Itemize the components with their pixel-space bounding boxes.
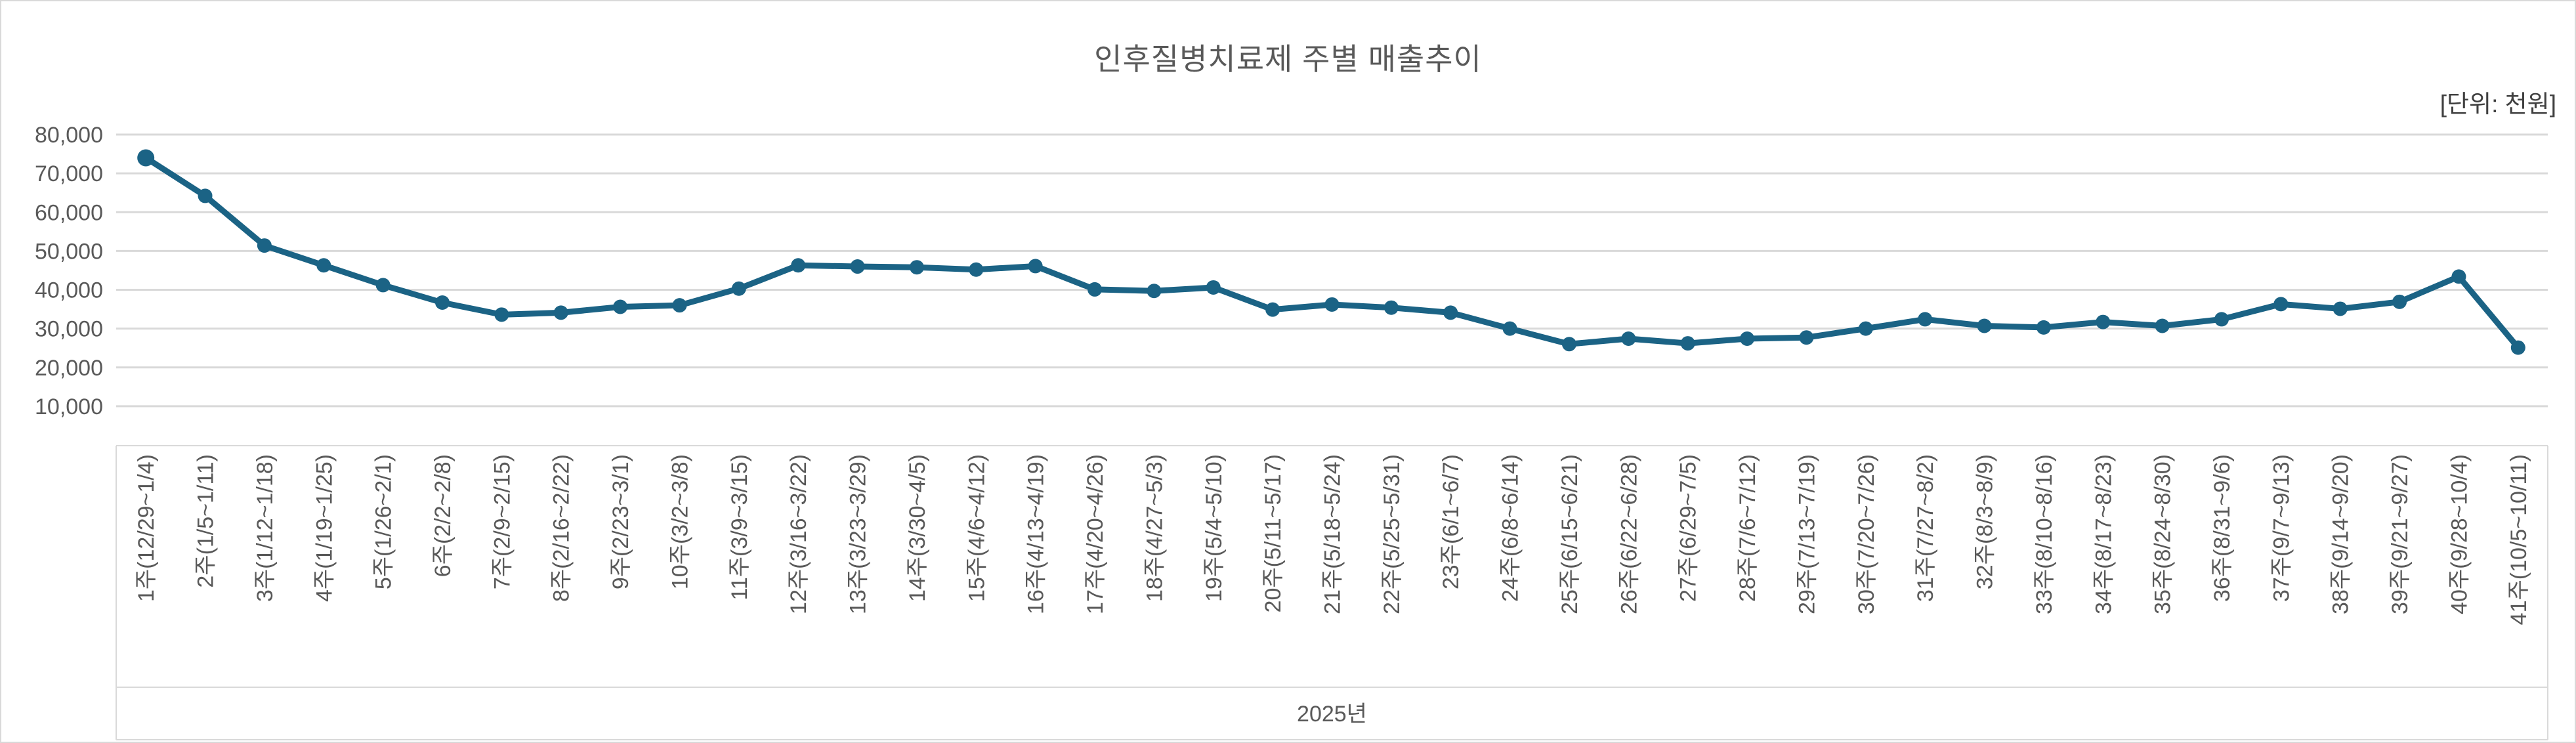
x-tick-label: 9주(2/23~3/1)	[608, 454, 633, 589]
y-tick-label: 50,000	[35, 239, 103, 264]
x-tick-label: 34주(8/17~8/23)	[2091, 454, 2116, 614]
x-tick-label: 28주(7/6~7/12)	[1735, 454, 1760, 602]
x-tick-label: 39주(9/21~9/27)	[2388, 454, 2413, 614]
data-point	[2036, 320, 2051, 335]
data-point	[731, 281, 746, 296]
data-point	[1977, 318, 1992, 333]
x-tick-label: 19주(5/4~5/10)	[1202, 454, 1227, 602]
x-tick-label: 6주(2/2~2/8)	[431, 454, 455, 577]
data-point	[2510, 340, 2525, 355]
x-tick-label: 3주(1/12~1/18)	[253, 454, 278, 602]
x-tick-label: 11주(3/9~3/15)	[727, 454, 752, 601]
x-tick-label: 18주(4/27~5/3)	[1142, 454, 1167, 602]
data-point	[672, 298, 687, 313]
data-point	[1265, 302, 1280, 317]
y-tick-label: 80,000	[35, 123, 103, 148]
x-tick-label: 4주(1/19~1/25)	[312, 454, 337, 602]
x-tick-label: 7주(2/9~2/15)	[490, 454, 515, 589]
data-point	[553, 305, 568, 320]
data-point	[257, 238, 272, 253]
data-point	[1858, 321, 1873, 336]
x-tick-label: 17주(4/20~4/26)	[1083, 454, 1108, 614]
x-tick-label: 30주(7/20~7/26)	[1854, 454, 1879, 614]
x-tick-label: 2주(1/5~1/11)	[194, 454, 219, 588]
x-tick-label: 32주(8/3~8/9)	[1973, 454, 1998, 589]
y-tick-label: 70,000	[35, 161, 103, 186]
data-point	[435, 295, 450, 310]
data-point	[969, 262, 984, 277]
x-tick-label: 41주(10/5~10/11)	[2506, 454, 2531, 625]
data-point	[2214, 312, 2229, 327]
y-tick-label: 40,000	[35, 278, 103, 303]
data-point	[1502, 321, 1517, 336]
data-point	[2273, 297, 2289, 312]
data-point	[1324, 297, 1340, 312]
x-tick-label: 22주(5/25~5/31)	[1380, 454, 1404, 614]
x-tick-label: 36주(8/31~9/6)	[2210, 454, 2235, 602]
x-tick-label: 25주(6/15~6/21)	[1557, 454, 1582, 614]
y-tick-label: 60,000	[35, 200, 103, 225]
x-tick-label: 40주(9/28~10/4)	[2447, 454, 2472, 614]
y-tick-label: 20,000	[35, 356, 103, 381]
data-point	[1918, 312, 1933, 327]
x-tick-label: 15주(4/6~4/12)	[964, 454, 989, 602]
x-tick-label: 33주(8/10~8/16)	[2032, 454, 2057, 614]
data-point	[2333, 301, 2348, 316]
x-tick-label: 26주(6/22~6/28)	[1616, 454, 1641, 614]
data-point	[850, 259, 865, 274]
x-tick-label: 37주(9/7~9/13)	[2269, 454, 2294, 602]
data-point	[909, 260, 924, 275]
data-point	[2451, 269, 2466, 284]
x-tick-label: 29주(7/13~7/19)	[1794, 454, 1819, 614]
x-tick-label: 8주(2/16~2/22)	[549, 454, 574, 602]
data-point	[791, 258, 806, 273]
x-tick-label: 5주(1/26~2/1)	[371, 454, 396, 589]
data-point	[1383, 300, 1399, 315]
data-point	[316, 258, 331, 273]
data-point	[137, 149, 155, 167]
data-point	[1799, 330, 1814, 345]
unit-label: [단위: 천원]	[2439, 91, 2556, 117]
y-tick-label: 30,000	[35, 317, 103, 342]
y-tick-label: 10,000	[35, 394, 103, 419]
x-axis-year-label: 2025년	[1297, 702, 1367, 727]
x-tick-label: 35주(8/24~8/30)	[2151, 454, 2176, 614]
data-point	[1740, 331, 1755, 346]
x-tick-label: 1주(12/29~1/4)	[134, 454, 159, 602]
data-point	[1621, 331, 1636, 346]
data-point	[1147, 284, 1162, 299]
data-point	[494, 307, 509, 322]
x-tick-label: 23주(6/1~6/7)	[1439, 454, 1464, 589]
x-tick-label: 16주(4/13~4/19)	[1024, 454, 1049, 614]
x-tick-label: 24주(6/8~6/14)	[1498, 454, 1523, 602]
x-tick-label: 21주(5/18~5/24)	[1320, 454, 1345, 614]
x-tick-label: 12주(3/16~3/22)	[786, 454, 811, 614]
data-point	[375, 278, 391, 293]
x-tick-label: 13주(3/23~3/29)	[846, 454, 871, 614]
data-point	[2392, 294, 2407, 309]
data-point	[1087, 282, 1103, 297]
x-tick-label: 27주(6/29~7/5)	[1676, 454, 1701, 602]
x-tick-label: 20주(5/11~5/17)	[1261, 454, 1286, 612]
data-point	[1028, 259, 1043, 274]
data-point	[1206, 280, 1221, 295]
data-point	[613, 299, 628, 314]
data-point	[1443, 305, 1458, 320]
chart-title: 인후질병치료제 주별 매출추이	[1094, 42, 1482, 76]
x-tick-label: 38주(9/14~9/20)	[2329, 454, 2354, 614]
x-tick-label: 10주(3/2~3/8)	[667, 454, 692, 589]
data-point	[198, 188, 213, 203]
x-tick-label: 14주(3/30~4/5)	[905, 454, 930, 602]
data-point	[2155, 318, 2170, 333]
data-point	[1680, 336, 1695, 351]
x-tick-label: 31주(7/27~8/2)	[1913, 454, 1938, 602]
data-point	[2096, 314, 2111, 329]
data-point	[1561, 337, 1576, 352]
